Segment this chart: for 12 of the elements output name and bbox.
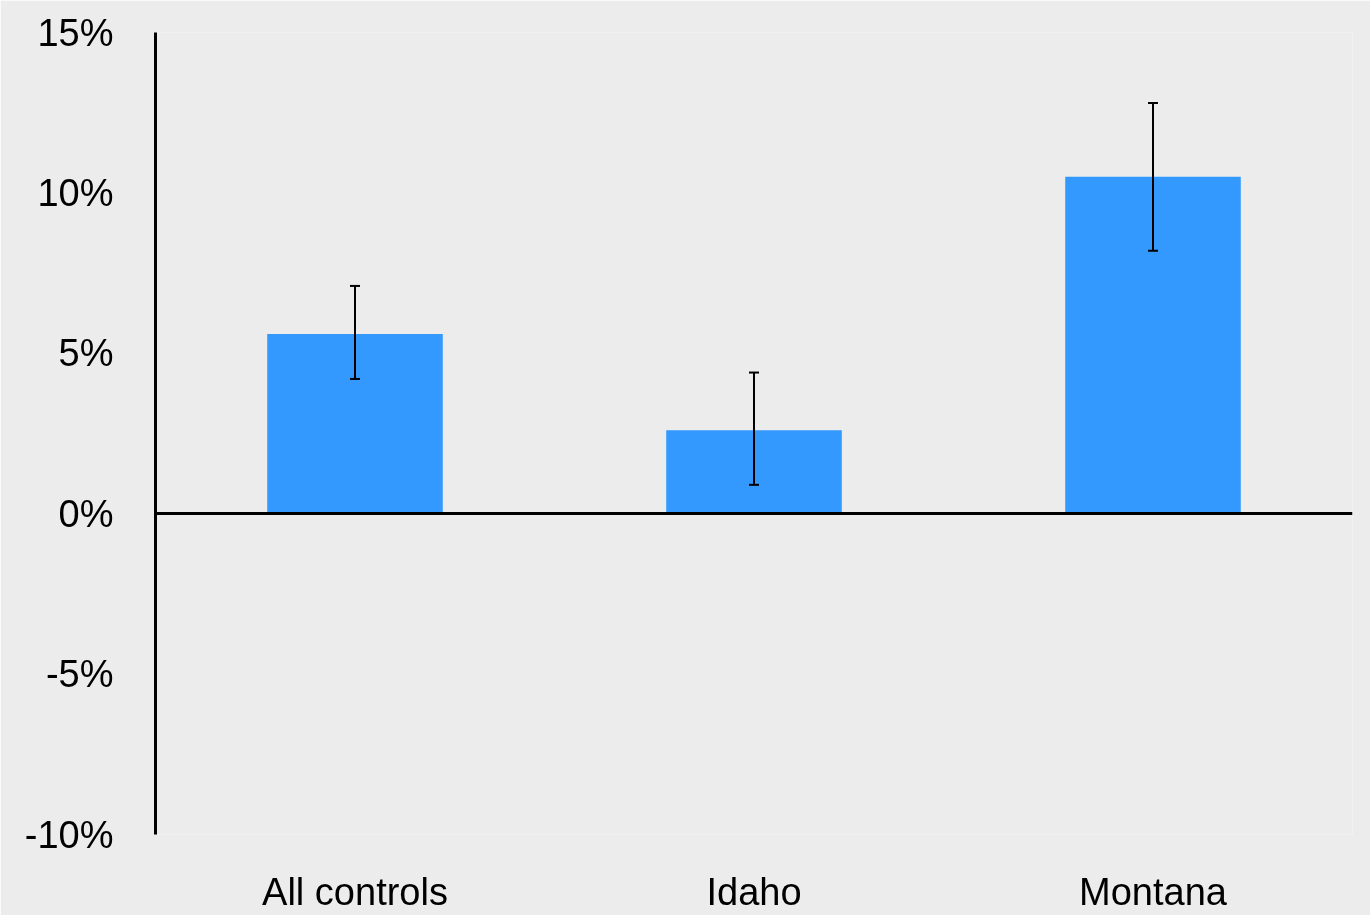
- x-tick-label: Montana: [1079, 870, 1228, 913]
- y-tick-label: 10%: [37, 171, 114, 214]
- y-tick-label: 5%: [58, 332, 114, 375]
- y-tick-label: 15%: [37, 11, 114, 54]
- bar: [1065, 176, 1241, 514]
- y-tick-label: -10%: [24, 813, 114, 856]
- y-tick-label: -5%: [45, 653, 114, 696]
- y-tick-label: 0%: [58, 492, 114, 535]
- x-tick-label: All controls: [262, 870, 448, 913]
- x-tick-label: Idaho: [706, 870, 802, 913]
- bar: [267, 334, 443, 514]
- bar: [666, 430, 842, 514]
